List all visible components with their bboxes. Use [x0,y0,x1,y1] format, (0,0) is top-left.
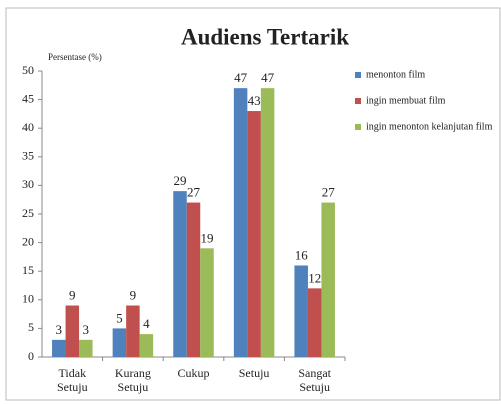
value-label: 9 [130,288,137,303]
x-tick-label: Cukup [177,366,210,380]
bar [112,328,127,357]
bar [126,305,140,357]
chart-title: Audiens Tertarik [181,24,349,49]
value-label: 27 [322,185,336,200]
bar [247,111,261,357]
x-tick-label: Sangat Setuju [298,366,332,394]
legend-label: ingin membuat film [366,95,446,106]
bar [307,288,322,357]
bar [139,334,154,357]
value-label: 9 [69,288,76,303]
x-tick-label: Kurang Setuju [114,366,151,394]
value-label: 29 [174,173,187,188]
y-tick-label: 35 [22,149,34,163]
value-label: 47 [261,70,275,85]
x-tick-label: Setuju [238,366,270,380]
y-tick-label: 25 [22,206,34,220]
bar [233,88,248,357]
y-tick-label: 10 [22,292,34,306]
bar [65,305,80,357]
bar [200,248,214,357]
bar [321,202,335,357]
y-tick-label: 5 [28,320,34,334]
y-tick-label: 15 [22,263,34,277]
legend-swatch [355,98,361,104]
y-axis-label: Persentase (%) [48,52,102,62]
y-tick-label: 45 [22,91,34,105]
x-tick-label: Tidak Setuju [56,366,88,394]
legend-swatch [355,124,361,130]
value-label: 3 [83,322,90,337]
value-label: 16 [295,247,309,262]
value-label: 47 [234,70,248,85]
bar [173,191,187,357]
y-tick-label: 30 [22,177,34,191]
value-label: 12 [308,270,321,285]
y-tick-label: 50 [22,63,34,77]
legend-label: ingin menonton kelanjutan film [366,121,493,132]
legend-label: menonton film [366,69,425,80]
legend-swatch [355,72,361,78]
bar [294,265,308,357]
bar [186,202,201,357]
value-label: 43 [248,93,261,108]
bar [260,88,275,357]
y-tick-label: 40 [22,120,34,134]
value-label: 5 [116,310,123,325]
frame [5,7,501,401]
value-label: 4 [143,316,150,331]
value-label: 19 [201,230,214,245]
bar [52,339,66,357]
bar [79,339,93,357]
y-tick-label: 20 [22,234,34,248]
value-label: 3 [56,322,63,337]
value-label: 27 [187,185,201,200]
y-tick-label: 0 [28,349,34,363]
